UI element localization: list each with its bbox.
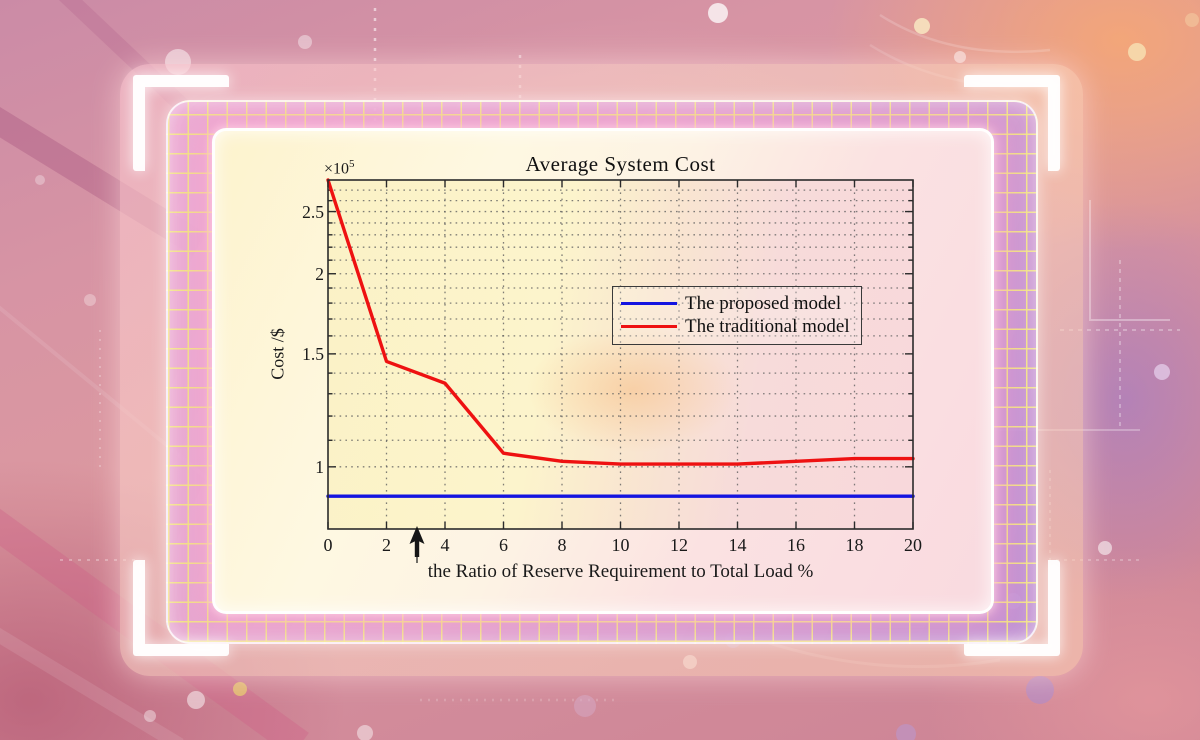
x-tick-label: 4 (440, 535, 450, 555)
x-axis-label: the Ratio of Reserve Requirement to Tota… (427, 561, 814, 582)
frame-bracket-top-left (133, 75, 229, 171)
x-tick-label: 8 (557, 535, 567, 555)
x-tick-label: 16 (787, 535, 805, 555)
proposed-line-swatch (621, 301, 677, 306)
y-tick-label: 2 (315, 263, 324, 284)
mouse-cursor-icon (409, 526, 425, 563)
x-tick-label: 6 (499, 535, 508, 555)
x-tick-label: 12 (670, 535, 688, 555)
plot-area (326, 178, 915, 530)
chart-title: Average System Cost (525, 152, 716, 176)
legend-item-proposed: The proposed model (621, 292, 853, 315)
y-tick-label: 1.5 (302, 343, 324, 364)
y-tick-label: 1 (315, 456, 324, 477)
x-tick-label: 20 (904, 535, 922, 555)
y-tick-label: 2.5 (302, 201, 324, 222)
x-tick-label: 14 (728, 535, 747, 555)
chart: Average System Cost ×105 Cost /$ the Rat… (212, 128, 988, 608)
x-tick-label: 2 (382, 535, 391, 555)
frame-bracket-bottom-right (964, 560, 1060, 656)
x-tick-label: 18 (845, 535, 864, 555)
legend-label: The proposed model (685, 292, 842, 314)
frame-bracket-bottom-left (133, 560, 229, 656)
x-tick-label: 0 (323, 535, 333, 555)
frame-bracket-top-right (964, 75, 1060, 171)
x-tick-label: 10 (611, 535, 630, 555)
legend-label: The traditional model (685, 315, 850, 337)
legend-item-traditional: The traditional model (621, 315, 853, 338)
y-axis-exponent: ×105 (324, 158, 355, 178)
traditional-line-swatch (621, 324, 677, 329)
legend: The proposed model The traditional model (612, 286, 862, 345)
